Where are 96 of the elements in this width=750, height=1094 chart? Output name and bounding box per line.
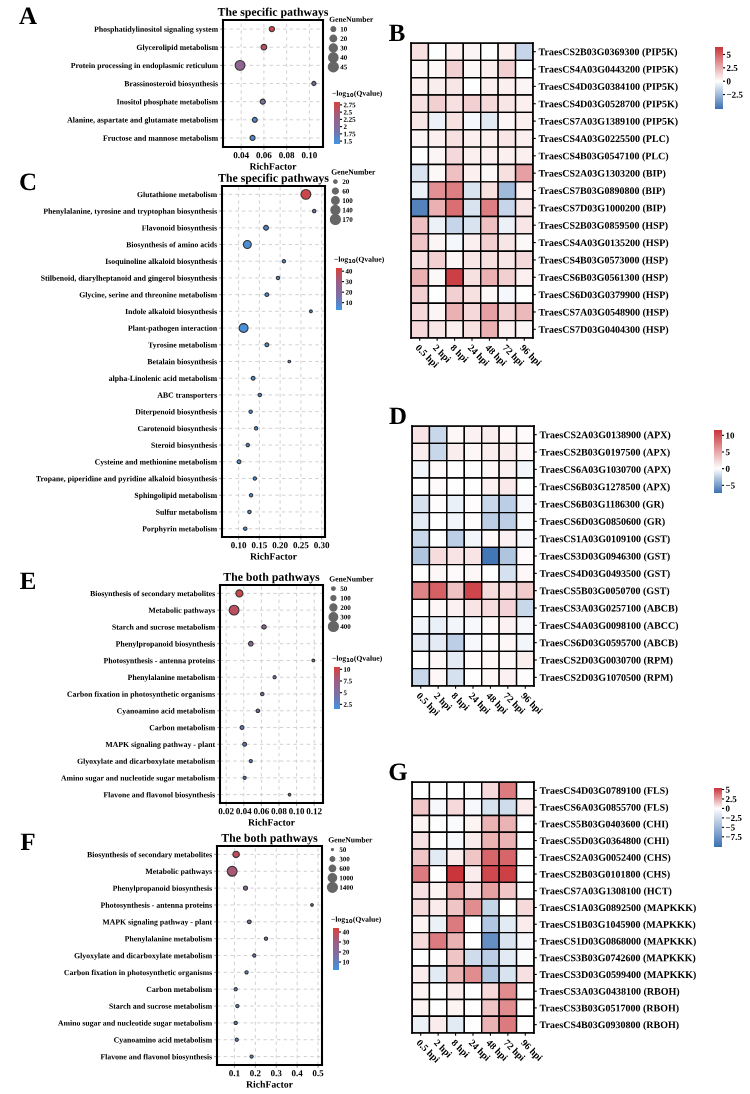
text: D — [389, 407, 406, 425]
y-tick-label: TraesCS6D03G0379900 (HSP) — [538, 291, 669, 301]
x-tick-label: 0.30 — [314, 542, 330, 549]
x-tick-label: 0.10 — [289, 808, 305, 815]
y-tick-label: TraesCS1D03G0868000 (MAPKKK) — [539, 937, 696, 947]
y-tick-label: TraesCS6D03G0595700 (ABCB) — [539, 639, 678, 649]
text: E — [20, 572, 36, 590]
y-tick-label: TraesCS2D03G1070500 (RPM) — [539, 673, 673, 683]
y-tick-label: TraesCS4B03G0930800 (RBOH) — [539, 1021, 679, 1031]
y-tick-label: TraesCS4B03G0547100 (PLC) — [538, 152, 669, 162]
x-tick-label: 0.2 — [250, 1070, 261, 1077]
x-axis-title: RichFactor — [250, 552, 297, 560]
y-tick-label: TraesCS4A03G0098100 (ABCC) — [539, 621, 679, 631]
y-tick-label: TraesCS4A03G0135200 (HSP) — [538, 239, 669, 249]
x-axis-title: RichFactor — [249, 162, 297, 170]
x-tick-label: 0.04 — [236, 808, 252, 815]
x-tick-label: 0.12 — [306, 808, 322, 815]
y-tick-label: TraesCS4A03G0443200 (PIP5K) — [538, 65, 678, 75]
text: F — [20, 833, 35, 851]
text: G — [389, 763, 408, 781]
y-tick-label: TraesCS6B03G1278500 (APX) — [539, 483, 670, 493]
y-tick-label: TraesCS6D03G0850600 (GR) — [539, 517, 665, 527]
x-tick-label: 0.08 — [279, 152, 295, 159]
chart-title: The specific pathways — [217, 7, 329, 19]
color-bar-label: 5 — [725, 786, 730, 793]
y-tick-label: TraesCS1B03G1045900 (MAPKKK) — [539, 920, 696, 930]
y-tick-label: TraesCS2D03G0030700 (RPM) — [539, 656, 673, 666]
x-tick-label: 0.04 — [233, 152, 249, 159]
y-tick-label: TraesCS4D03G0493500 (GST) — [539, 569, 670, 579]
y-tick-label: TraesCS2B03G0101800 (CHS) — [539, 870, 670, 880]
x-tick-label: 0.10 — [231, 542, 247, 549]
text: B — [389, 24, 405, 42]
x-tick-label: 0.5 — [312, 1070, 324, 1077]
y-tick-label: TraesCS6B03G0561300 (HSP) — [538, 273, 668, 283]
x-tick-label: 0.20 — [272, 542, 288, 549]
y-tick-label: TraesCS5B03G0403600 (CHI) — [539, 820, 669, 830]
color-bar-label: −2.5 — [725, 815, 742, 822]
y-tick-label: TraesCS7A03G0548900 (HSP) — [538, 308, 669, 318]
y-tick-label: TraesCS3D03G0599400 (MAPKKK) — [539, 970, 696, 981]
y-tick-label: TraesCS2A03G0052400 (CHS) — [539, 853, 671, 863]
y-tick-label: TraesCS4D03G0528700 (PIP5K) — [538, 100, 678, 110]
color-bar-label: 0 — [725, 465, 730, 472]
y-tick-label: TraesCS4D03G0789100 (FLS) — [539, 786, 669, 796]
chart-title: The specific pathways — [218, 173, 329, 185]
y-tick-label: TraesCS4A03G0225500 (PLC) — [538, 134, 669, 145]
color-bar-label: 5 — [726, 51, 731, 58]
y-tick-label: TraesCS2B03G0197500 (APX) — [539, 448, 670, 458]
color-bar-label: 0 — [726, 78, 731, 85]
y-tick-label: TraesCS4B03G0573000 (HSP) — [538, 256, 668, 266]
y-tick-label: TraesCS6A03G0855700 (FLS) — [539, 803, 669, 813]
y-tick-label: TraesCS7D03G1000200 (BIP) — [538, 204, 666, 214]
y-tick-label: TraesCS5B03G0050700 (GST) — [539, 587, 670, 597]
x-tick-label: 0.08 — [271, 808, 287, 815]
y-tick-label: TraesCS5D03G0364800 (CHI) — [539, 837, 669, 847]
y-tick-label: TraesCS7D03G0404300 (HSP) — [538, 325, 669, 335]
x-tick-label: 0.06 — [256, 152, 272, 159]
chart-title: The both pathways — [221, 833, 318, 845]
y-tick-label: TraesCS1A03G0892500 (MAPKKK) — [539, 904, 696, 914]
text: A — [19, 7, 37, 25]
y-tick-label: TraesCS4D03G0384100 (PIP5K) — [538, 82, 678, 92]
y-tick-label: TraesCS6B03G1186300 (GR) — [539, 500, 664, 510]
text: C — [20, 173, 36, 191]
y-tick-label: TraesCS3A03G0438100 (RBOH) — [539, 987, 680, 997]
x-axis-title: RichFactor — [248, 818, 295, 826]
y-tick-label: TraesCS3B03G0517000 (RBOH) — [539, 1004, 679, 1014]
x-tick-label: 0.10 — [301, 152, 317, 159]
y-tick-label: TraesCS6A03G1030700 (APX) — [539, 465, 671, 475]
color-bar-label: 2.5 — [726, 65, 738, 72]
x-tick-label: 0.06 — [253, 808, 270, 815]
color-bar-label: 5 — [725, 449, 730, 456]
y-tick-label: TraesCS3B03G0742600 (MAPKKK) — [539, 954, 696, 964]
y-tick-label: TraesCS3D03G0946300 (GST) — [539, 552, 670, 562]
y-tick-label: TraesCS3A03G0257100 (ABCB) — [539, 604, 678, 614]
color-bar-label: 2.5 — [725, 796, 737, 803]
x-tick-label: 0.3 — [270, 1070, 282, 1077]
color-bar-label: 10 — [726, 432, 735, 439]
y-tick-label: TraesCS2B03G0859500 (HSP) — [538, 221, 668, 231]
color-bar-label: −5 — [725, 482, 735, 489]
x-tick-label: 0.02 — [218, 808, 234, 815]
x-tick-label: 0.4 — [291, 1070, 303, 1077]
y-tick-label: TraesCS7B03G0890800 (BIP) — [538, 187, 665, 197]
x-tick-label: 0.25 — [293, 542, 309, 549]
color-bar-label: 0 — [725, 805, 730, 812]
y-tick-label: TraesCS2A03G1303200 (BIP) — [538, 169, 666, 179]
y-tick-label: TraesCS7A03G1389100 (PIP5K) — [538, 117, 678, 127]
y-tick-label: TraesCS2A03G0138900 (APX) — [539, 431, 671, 441]
y-tick-label: TraesCS7A03G1308100 (HCT) — [539, 887, 672, 897]
chart-title: The both pathways — [223, 572, 320, 584]
x-axis-title: RichFactor — [246, 1080, 293, 1088]
y-tick-label: TraesCS1A03G0109100 (GST) — [539, 535, 670, 545]
color-bar-label: −2.5 — [726, 91, 743, 98]
color-bar-label: −7.5 — [725, 834, 742, 841]
x-tick-label: 0.15 — [251, 542, 267, 549]
color-bar-label: −5 — [725, 824, 735, 831]
y-tick-label: TraesCS2B03G0369300 (PIP5K) — [538, 48, 678, 58]
x-tick-label: 0.1 — [229, 1070, 240, 1077]
